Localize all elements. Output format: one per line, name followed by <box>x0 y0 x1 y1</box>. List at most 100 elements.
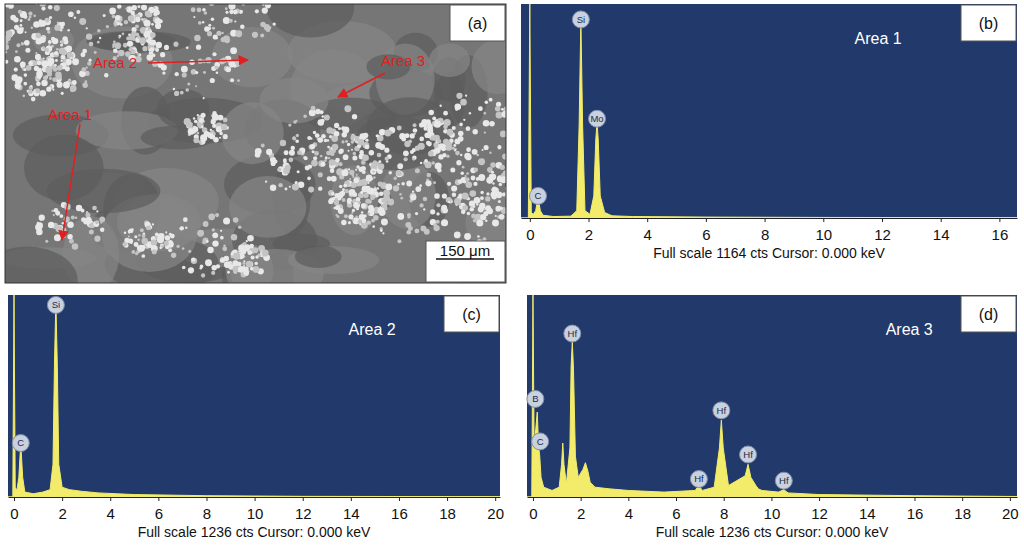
image-texture <box>489 121 495 127</box>
image-texture <box>201 125 204 128</box>
tick: 12 <box>295 497 312 522</box>
tick: 20 <box>1002 497 1019 522</box>
image-texture <box>37 74 42 79</box>
image-texture <box>191 7 196 12</box>
image-texture <box>160 52 165 57</box>
tick-mark <box>867 497 868 501</box>
peak-label-badge <box>564 325 581 342</box>
image-texture <box>223 118 228 123</box>
axis-title: Full scale 1236 cts Cursor: 0.000 keV <box>138 524 371 540</box>
image-texture <box>454 198 461 205</box>
image-texture <box>361 203 366 208</box>
tick-mark <box>399 497 400 501</box>
tick-label: 8 <box>761 226 769 243</box>
image-texture <box>337 192 343 198</box>
image-texture <box>212 232 218 238</box>
peak-label: Mo <box>589 110 606 127</box>
image-texture <box>351 149 353 151</box>
image-texture <box>180 226 184 230</box>
image-texture <box>72 52 74 54</box>
plot-background <box>527 295 1017 497</box>
image-texture <box>72 243 78 249</box>
image-texture <box>23 82 27 86</box>
image-texture <box>405 222 411 228</box>
image-texture <box>141 254 145 258</box>
tick-label: 6 <box>672 505 680 522</box>
image-texture <box>76 10 80 14</box>
tick-label: 14 <box>343 505 360 522</box>
image-texture <box>45 240 48 243</box>
image-texture <box>215 66 219 70</box>
peak-label-text: Hf <box>743 449 753 460</box>
tick: 8 <box>720 497 728 522</box>
image-texture <box>401 182 405 186</box>
image-texture <box>188 250 191 253</box>
image-texture <box>431 161 435 165</box>
image-texture <box>25 31 27 33</box>
image-texture <box>437 139 441 143</box>
image-texture <box>343 154 349 160</box>
image-texture <box>49 63 52 66</box>
image-texture <box>112 15 116 19</box>
tick-label: 16 <box>907 505 924 522</box>
image-texture <box>271 161 276 166</box>
image-texture <box>485 205 491 211</box>
image-texture <box>120 23 123 26</box>
image-texture <box>420 162 423 165</box>
image-texture <box>154 9 160 15</box>
image-texture <box>100 222 102 224</box>
image-texture <box>137 53 140 56</box>
axis-title: Full scale 1164 cts Cursor: 0.000 keV <box>653 245 885 261</box>
image-texture <box>351 140 355 144</box>
image-texture <box>397 163 403 169</box>
image-texture <box>331 176 337 182</box>
image-texture <box>253 266 260 273</box>
image-texture <box>473 168 478 173</box>
image-texture <box>260 77 329 123</box>
image-texture <box>439 105 441 107</box>
tick-label: 10 <box>247 505 264 522</box>
image-texture <box>419 137 424 142</box>
image-texture <box>410 150 414 154</box>
image-texture <box>233 253 240 260</box>
spectrum <box>527 295 1017 497</box>
image-texture <box>128 15 135 22</box>
tick-label: 18 <box>954 505 971 522</box>
image-texture <box>103 14 106 17</box>
image-texture <box>41 80 47 86</box>
image-texture <box>429 110 434 115</box>
tick-label: 18 <box>439 505 456 522</box>
tick: 0 <box>529 497 537 522</box>
image-texture <box>280 140 286 146</box>
image-texture <box>318 186 322 190</box>
image-texture <box>145 11 151 17</box>
tick: 4 <box>107 497 115 522</box>
image-texture <box>327 176 332 181</box>
image-texture <box>206 240 209 243</box>
image-texture <box>230 47 237 54</box>
image-texture <box>164 45 169 50</box>
spectrum-panel: 02468101214161820Full scale 1236 cts Cur… <box>8 295 504 540</box>
image-texture <box>35 54 41 60</box>
image-texture <box>211 265 217 271</box>
image-texture <box>191 258 197 264</box>
image-texture <box>67 221 74 228</box>
image-texture <box>464 233 471 240</box>
image-texture <box>70 57 72 59</box>
tick-mark <box>823 218 824 222</box>
image-texture <box>240 25 244 29</box>
image-texture <box>39 19 43 23</box>
image-texture <box>470 190 477 197</box>
image-texture <box>338 149 343 154</box>
image-texture <box>79 18 86 25</box>
image-texture <box>444 221 447 224</box>
tick: 8 <box>203 497 211 522</box>
image-texture <box>131 31 136 36</box>
image-texture <box>223 134 228 139</box>
image-texture <box>500 165 505 170</box>
image-texture <box>500 207 503 210</box>
image-texture <box>305 166 310 171</box>
image-texture <box>100 227 105 232</box>
image-texture <box>62 222 64 224</box>
tick-mark <box>676 497 677 501</box>
